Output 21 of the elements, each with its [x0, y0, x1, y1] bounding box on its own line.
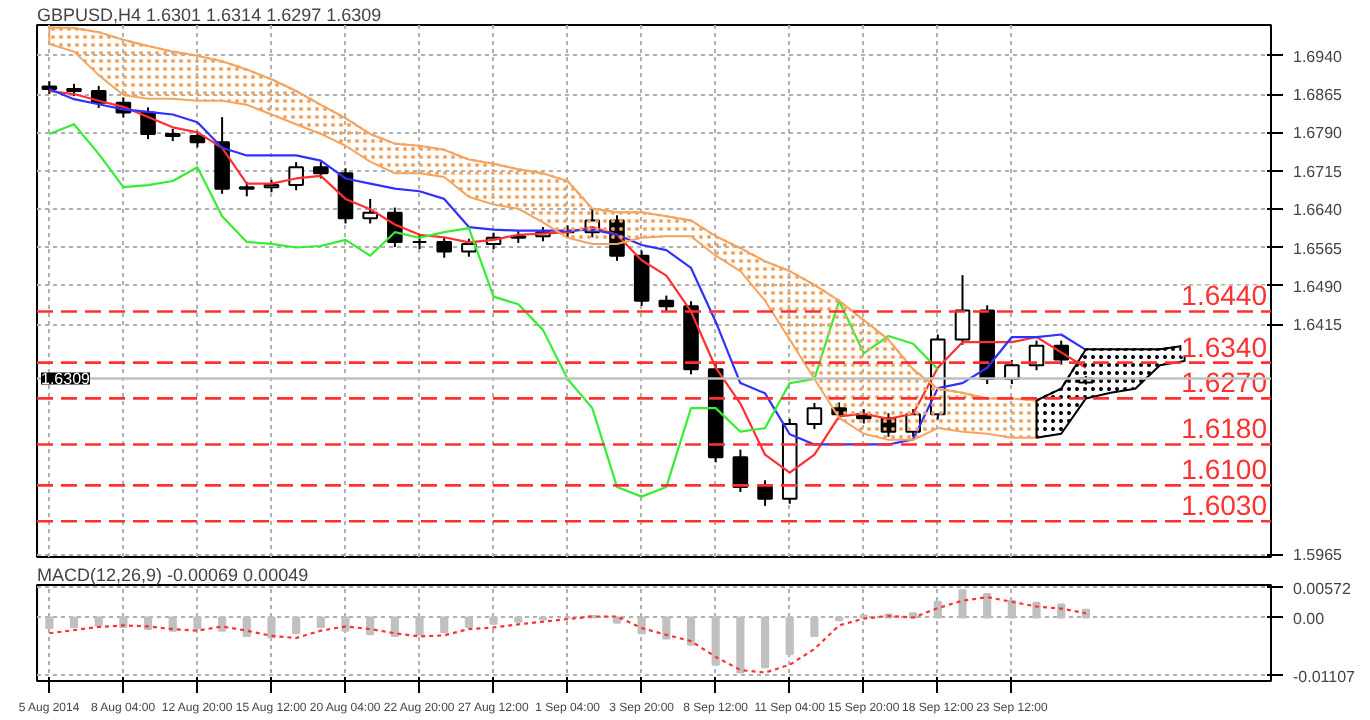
ref-line-label: 1.6270	[1181, 366, 1268, 399]
ref-line-label: 1.6440	[1181, 279, 1268, 312]
y-tick-label: 1.6865	[1293, 86, 1344, 105]
ref-line-label: 1.6030	[1181, 489, 1268, 522]
y-tick-label: 0.00	[1293, 609, 1326, 628]
y-tick-label: -0.01107	[1293, 667, 1357, 686]
y-tick-label: 0.00572	[1293, 579, 1352, 598]
chart-title: MACD(12,26,9) -0.00069 0.00049	[37, 565, 309, 585]
ref-line-label: 1.6340	[1181, 330, 1268, 363]
y-tick-label: 1.5965	[1293, 546, 1344, 565]
y-tick-label: 1.6640	[1293, 201, 1344, 220]
y-tick-label: 1.6490	[1293, 277, 1344, 296]
y-tick-label: 1.6715	[1293, 162, 1344, 181]
y-tick-label: 1.6565	[1293, 239, 1344, 258]
ref-line-label: 1.6309	[41, 370, 92, 389]
ref-line-label: 1.6180	[1181, 412, 1268, 445]
y-tick-label: 1.6940	[1293, 47, 1344, 66]
chart-title: GBPUSD,H4 1.6301 1.6314 1.6297 1.6309	[37, 5, 382, 25]
y-tick-label: 1.6415	[1293, 316, 1344, 335]
y-tick-label: 1.6790	[1293, 124, 1344, 143]
ref-line-label: 1.6100	[1181, 453, 1268, 486]
